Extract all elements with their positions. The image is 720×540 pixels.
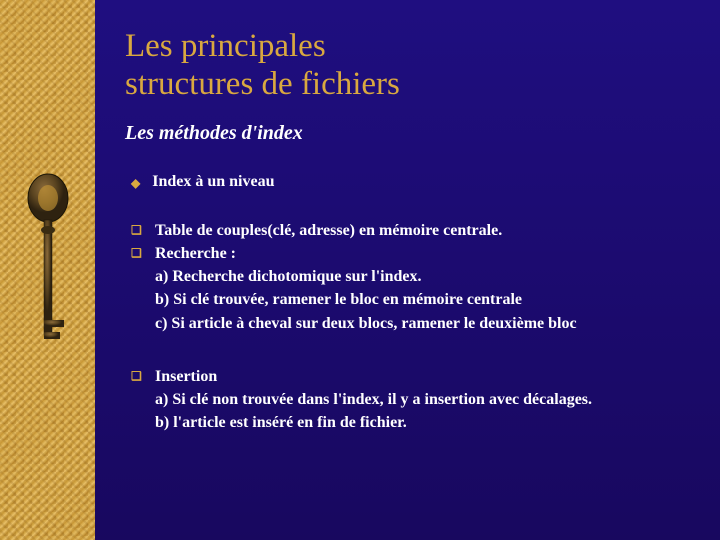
square-bullet-icon: ❑ [131, 219, 143, 241]
sub-item: a) Si clé non trouvée dans l'index, il y… [155, 388, 690, 411]
decorative-sidebar [0, 0, 95, 540]
square-bullet-icon: ❑ [131, 365, 143, 387]
sub-item: c) Si article à cheval sur deux blocs, r… [155, 312, 690, 335]
item-text: Table de couples(clé, adresse) en mémoir… [155, 219, 502, 242]
slide-title: Les principales structures de fichiers [125, 28, 690, 104]
section-2: ❑ Insertion a) Si clé non trouvée dans l… [131, 365, 690, 435]
sub-item: b) Si clé trouvée, ramener le bloc en mé… [155, 288, 690, 311]
title-line-1: Les principales [125, 28, 326, 64]
diamond-bullet-icon: ◆ [131, 173, 140, 193]
sub-item: b) l'article est inséré en fin de fichie… [155, 411, 690, 434]
sub-item: a) Recherche dichotomique sur l'index. [155, 265, 690, 288]
bullet-text: Index à un niveau [152, 173, 274, 191]
list-item: ❑ Recherche : [131, 242, 690, 265]
list-item: ❑ Table de couples(clé, adresse) en mémo… [131, 219, 690, 242]
slide-subtitle: Les méthodes d'index [125, 122, 690, 145]
square-bullet-icon: ❑ [131, 242, 143, 264]
title-line-2: structures de fichiers [125, 66, 400, 102]
bullet-item: ◆ Index à un niveau [131, 173, 690, 193]
item-text: Insertion [155, 365, 217, 388]
list-item: ❑ Insertion [131, 365, 690, 388]
section-1: ❑ Table de couples(clé, adresse) en mémo… [131, 219, 690, 335]
item-text: Recherche : [155, 242, 236, 265]
slide-content: Les principales structures de fichiers L… [95, 0, 720, 540]
key-icon [23, 170, 73, 370]
